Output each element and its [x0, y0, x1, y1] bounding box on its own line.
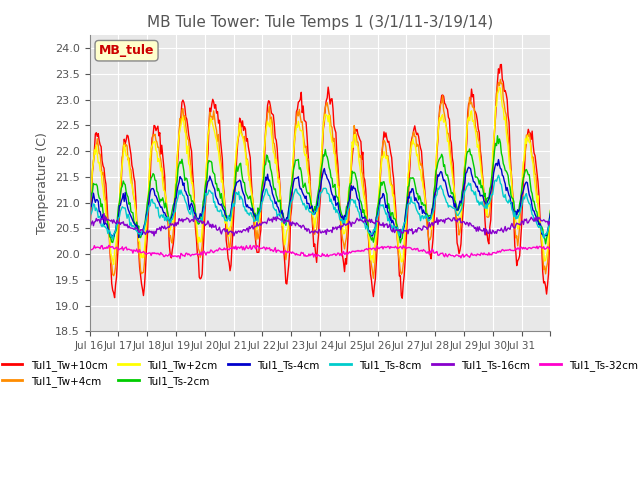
Y-axis label: Temperature (C): Temperature (C): [36, 132, 49, 234]
Text: MB_tule: MB_tule: [99, 44, 154, 57]
Title: MB Tule Tower: Tule Temps 1 (3/1/11-3/19/14): MB Tule Tower: Tule Temps 1 (3/1/11-3/19…: [147, 15, 493, 30]
Legend: Tul1_Tw+10cm, Tul1_Tw+4cm, Tul1_Tw+2cm, Tul1_Ts-2cm, Tul1_Ts-4cm, Tul1_Ts-8cm, T: Tul1_Tw+10cm, Tul1_Tw+4cm, Tul1_Tw+2cm, …: [0, 356, 640, 391]
